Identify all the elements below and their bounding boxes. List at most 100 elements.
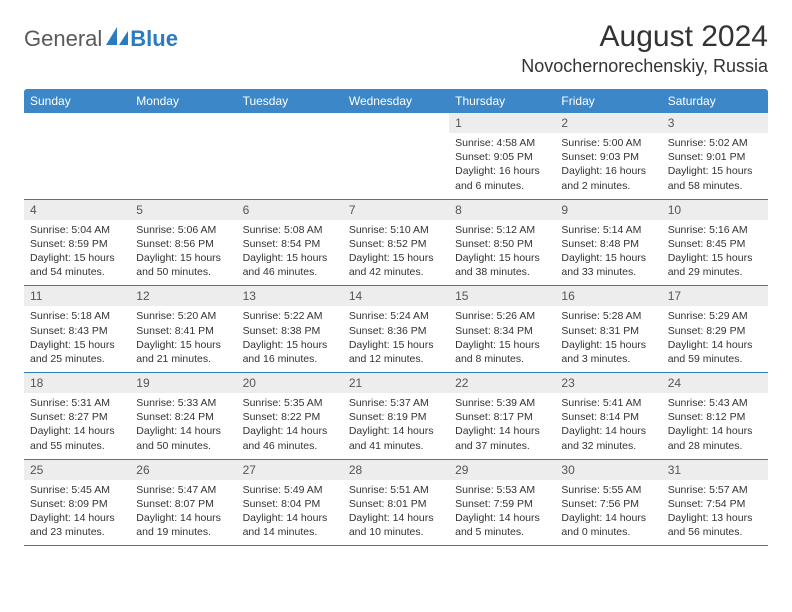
daylight-text: Daylight: 15 hours and 33 minutes. [561,251,655,279]
day-number: 23 [555,373,661,393]
day-number: 18 [24,373,130,393]
sunset-text: Sunset: 8:29 PM [668,324,762,338]
week-row: 18Sunrise: 5:31 AMSunset: 8:27 PMDayligh… [24,373,768,460]
day-content: Sunrise: 5:00 AMSunset: 9:03 PMDaylight:… [555,133,661,199]
day-content: Sunrise: 5:06 AMSunset: 8:56 PMDaylight:… [130,220,236,286]
daylight-text: Daylight: 14 hours and 23 minutes. [30,511,124,539]
daylight-text: Daylight: 15 hours and 25 minutes. [30,338,124,366]
day-cell: 26Sunrise: 5:47 AMSunset: 8:07 PMDayligh… [130,459,236,546]
sunset-text: Sunset: 8:59 PM [30,237,124,251]
day-number [130,113,236,133]
daylight-text: Daylight: 15 hours and 16 minutes. [243,338,337,366]
day-content [24,133,130,193]
sunrise-text: Sunrise: 5:39 AM [455,396,549,410]
day-number: 22 [449,373,555,393]
day-cell: 3Sunrise: 5:02 AMSunset: 9:01 PMDaylight… [662,113,768,199]
month-title: August 2024 [521,20,768,54]
daylight-text: Daylight: 14 hours and 32 minutes. [561,424,655,452]
day-content: Sunrise: 5:28 AMSunset: 8:31 PMDaylight:… [555,306,661,372]
sunrise-text: Sunrise: 5:41 AM [561,396,655,410]
day-number: 29 [449,460,555,480]
daylight-text: Daylight: 15 hours and 21 minutes. [136,338,230,366]
day-content: Sunrise: 5:14 AMSunset: 8:48 PMDaylight:… [555,220,661,286]
day-cell [343,113,449,199]
day-content [130,133,236,193]
day-number: 17 [662,286,768,306]
sunset-text: Sunset: 8:50 PM [455,237,549,251]
location: Novochernorechenskiy, Russia [521,56,768,77]
sunset-text: Sunset: 8:12 PM [668,410,762,424]
day-cell: 5Sunrise: 5:06 AMSunset: 8:56 PMDaylight… [130,199,236,286]
day-cell: 6Sunrise: 5:08 AMSunset: 8:54 PMDaylight… [237,199,343,286]
day-number: 11 [24,286,130,306]
sunrise-text: Sunrise: 5:33 AM [136,396,230,410]
daylight-text: Daylight: 16 hours and 2 minutes. [561,164,655,192]
sunrise-text: Sunrise: 4:58 AM [455,136,549,150]
day-cell: 22Sunrise: 5:39 AMSunset: 8:17 PMDayligh… [449,373,555,460]
sunset-text: Sunset: 8:09 PM [30,497,124,511]
day-number: 14 [343,286,449,306]
sunrise-text: Sunrise: 5:02 AM [668,136,762,150]
day-number: 31 [662,460,768,480]
day-number [24,113,130,133]
sunset-text: Sunset: 7:59 PM [455,497,549,511]
sunset-text: Sunset: 8:01 PM [349,497,443,511]
calendar-page: General Blue August 2024 Novochernoreche… [0,0,792,566]
logo: General Blue [24,20,178,52]
day-content: Sunrise: 5:10 AMSunset: 8:52 PMDaylight:… [343,220,449,286]
day-cell: 2Sunrise: 5:00 AMSunset: 9:03 PMDaylight… [555,113,661,199]
sunset-text: Sunset: 8:24 PM [136,410,230,424]
day-header-wednesday: Wednesday [343,89,449,113]
sunset-text: Sunset: 8:52 PM [349,237,443,251]
day-content: Sunrise: 5:37 AMSunset: 8:19 PMDaylight:… [343,393,449,459]
sunset-text: Sunset: 8:54 PM [243,237,337,251]
day-header-thursday: Thursday [449,89,555,113]
daylight-text: Daylight: 14 hours and 37 minutes. [455,424,549,452]
day-header-sunday: Sunday [24,89,130,113]
day-content: Sunrise: 5:02 AMSunset: 9:01 PMDaylight:… [662,133,768,199]
day-number: 2 [555,113,661,133]
day-number: 16 [555,286,661,306]
sunset-text: Sunset: 9:03 PM [561,150,655,164]
day-cell: 27Sunrise: 5:49 AMSunset: 8:04 PMDayligh… [237,459,343,546]
day-cell: 10Sunrise: 5:16 AMSunset: 8:45 PMDayligh… [662,199,768,286]
daylight-text: Daylight: 14 hours and 5 minutes. [455,511,549,539]
sunset-text: Sunset: 9:05 PM [455,150,549,164]
day-cell: 8Sunrise: 5:12 AMSunset: 8:50 PMDaylight… [449,199,555,286]
day-number: 4 [24,200,130,220]
sunset-text: Sunset: 8:19 PM [349,410,443,424]
day-header-row: SundayMondayTuesdayWednesdayThursdayFrid… [24,89,768,113]
daylight-text: Daylight: 15 hours and 29 minutes. [668,251,762,279]
sunrise-text: Sunrise: 5:57 AM [668,483,762,497]
day-cell: 1Sunrise: 4:58 AMSunset: 9:05 PMDaylight… [449,113,555,199]
day-number [237,113,343,133]
sunrise-text: Sunrise: 5:00 AM [561,136,655,150]
sunset-text: Sunset: 8:07 PM [136,497,230,511]
day-content [343,133,449,193]
day-cell: 23Sunrise: 5:41 AMSunset: 8:14 PMDayligh… [555,373,661,460]
daylight-text: Daylight: 15 hours and 50 minutes. [136,251,230,279]
day-content: Sunrise: 5:53 AMSunset: 7:59 PMDaylight:… [449,480,555,546]
day-content: Sunrise: 5:12 AMSunset: 8:50 PMDaylight:… [449,220,555,286]
daylight-text: Daylight: 15 hours and 12 minutes. [349,338,443,366]
day-cell: 18Sunrise: 5:31 AMSunset: 8:27 PMDayligh… [24,373,130,460]
daylight-text: Daylight: 15 hours and 8 minutes. [455,338,549,366]
daylight-text: Daylight: 15 hours and 42 minutes. [349,251,443,279]
day-content: Sunrise: 5:24 AMSunset: 8:36 PMDaylight:… [343,306,449,372]
calendar-table: SundayMondayTuesdayWednesdayThursdayFrid… [24,89,768,546]
sunset-text: Sunset: 8:22 PM [243,410,337,424]
sunset-text: Sunset: 8:56 PM [136,237,230,251]
day-number: 15 [449,286,555,306]
day-content: Sunrise: 5:29 AMSunset: 8:29 PMDaylight:… [662,306,768,372]
day-content: Sunrise: 5:20 AMSunset: 8:41 PMDaylight:… [130,306,236,372]
day-cell: 7Sunrise: 5:10 AMSunset: 8:52 PMDaylight… [343,199,449,286]
day-cell [24,113,130,199]
day-number: 26 [130,460,236,480]
day-cell: 16Sunrise: 5:28 AMSunset: 8:31 PMDayligh… [555,286,661,373]
day-content: Sunrise: 5:31 AMSunset: 8:27 PMDaylight:… [24,393,130,459]
day-content: Sunrise: 5:08 AMSunset: 8:54 PMDaylight:… [237,220,343,286]
day-content: Sunrise: 5:45 AMSunset: 8:09 PMDaylight:… [24,480,130,546]
sunrise-text: Sunrise: 5:35 AM [243,396,337,410]
sunrise-text: Sunrise: 5:45 AM [30,483,124,497]
sunset-text: Sunset: 8:34 PM [455,324,549,338]
